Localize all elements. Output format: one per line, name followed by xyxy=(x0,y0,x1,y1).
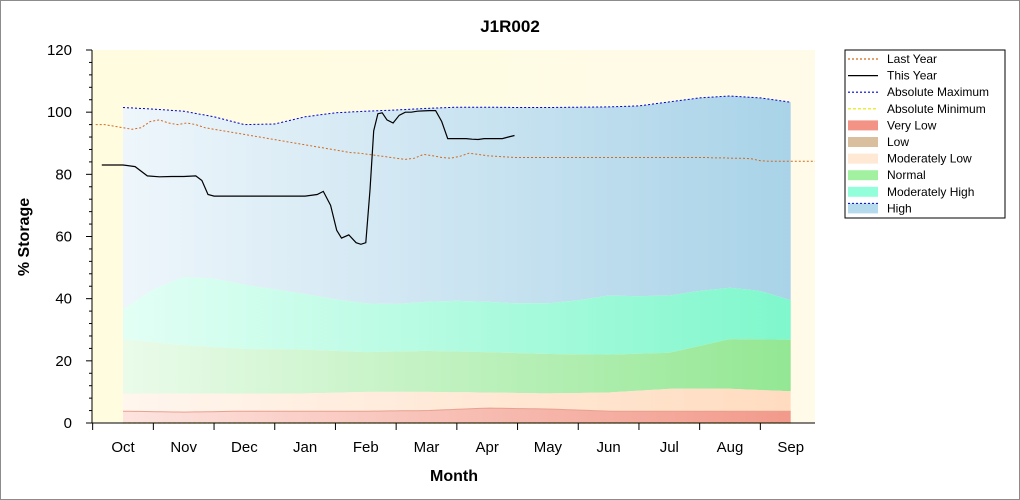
band-moderately-low xyxy=(123,388,791,413)
x-tick-label: Feb xyxy=(353,439,379,456)
legend-label-normal: Normal xyxy=(887,168,926,182)
x-tick-label: Oct xyxy=(111,439,135,456)
x-tick-label: Sep xyxy=(777,439,804,456)
axes: 0 20 40 60 80 100 120 Oct Nov Dec Jan Feb Mar Apr May J… xyxy=(47,42,815,456)
y-tick-label: 40 xyxy=(55,291,72,308)
x-axis-title: Month xyxy=(430,468,478,485)
legend-swatch-very-low xyxy=(848,120,878,131)
band-normal xyxy=(123,339,791,394)
legend-swatch-low xyxy=(848,137,878,147)
band-high xyxy=(123,96,791,310)
x-tick-label: Mar xyxy=(414,439,440,456)
band-moderately-high xyxy=(123,276,791,355)
legend: Last Year This Year Absolute Maximum Absolu… xyxy=(844,49,1006,219)
legend-swatch-moderately-high xyxy=(848,186,878,197)
band-very-low xyxy=(123,408,791,423)
last-year-line xyxy=(95,119,815,162)
y-tick-label: 80 xyxy=(55,166,72,183)
legend-label-absolute-maximum: Absolute Maximum xyxy=(887,85,989,99)
x-tick-label: Nov xyxy=(170,439,197,456)
x-tick-label: May xyxy=(534,439,563,456)
legend-label-moderately-high: Moderately High xyxy=(887,185,974,199)
absolute-maximum-line xyxy=(122,95,791,126)
legend-swatch-high xyxy=(848,203,878,214)
x-tick-label: Dec xyxy=(231,439,258,456)
x-tick-label: Jan xyxy=(293,439,317,456)
very-low-edge xyxy=(122,407,791,413)
y-tick-label: 120 xyxy=(47,42,72,59)
x-tick-label: Apr xyxy=(476,439,499,456)
y-tick-label: 0 xyxy=(64,415,72,432)
y-axis-title: % Storage xyxy=(16,198,33,276)
x-tick-label: Jul xyxy=(660,439,679,456)
legend-label-this-year: This Year xyxy=(887,69,937,83)
x-tick-label: Jun xyxy=(597,439,621,456)
legend-label-low: Low xyxy=(887,135,909,149)
legend-swatch-moderately-low xyxy=(848,153,878,164)
legend-label-high: High xyxy=(887,201,912,215)
y-tick-label: 100 xyxy=(47,104,72,121)
legend-label-last-year: Last Year xyxy=(887,52,937,66)
percentile-bands xyxy=(122,96,791,423)
x-tick-label: Aug xyxy=(717,439,744,456)
chart-title: J1R002 xyxy=(480,17,540,36)
this-year-line xyxy=(101,110,515,245)
legend-label-absolute-minimum: Absolute Minimum xyxy=(887,102,986,116)
legend-swatch-normal xyxy=(848,170,878,181)
y-tick-label: 20 xyxy=(55,353,72,370)
legend-label-moderately-low: Moderately Low xyxy=(887,152,972,166)
legend-label-very-low: Very Low xyxy=(887,118,937,132)
y-tick-label: 60 xyxy=(55,229,72,246)
